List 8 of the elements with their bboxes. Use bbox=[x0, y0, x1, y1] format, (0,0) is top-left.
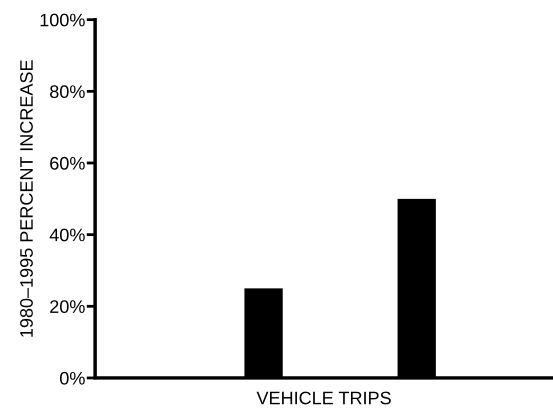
y-tick-label: 0% bbox=[60, 372, 85, 385]
y-tick-label: 60% bbox=[50, 156, 85, 170]
y-tick-label: 20% bbox=[50, 300, 85, 314]
y-tick-label: 80% bbox=[50, 85, 85, 98]
x-axis-title: VEHICLE TRIPS bbox=[256, 392, 391, 404]
y-axis-title: 1980–1995 PERCENT INCREASE bbox=[20, 60, 33, 337]
y-tick-label: 40% bbox=[50, 228, 85, 242]
y-tick-label: 100% bbox=[40, 14, 85, 26]
